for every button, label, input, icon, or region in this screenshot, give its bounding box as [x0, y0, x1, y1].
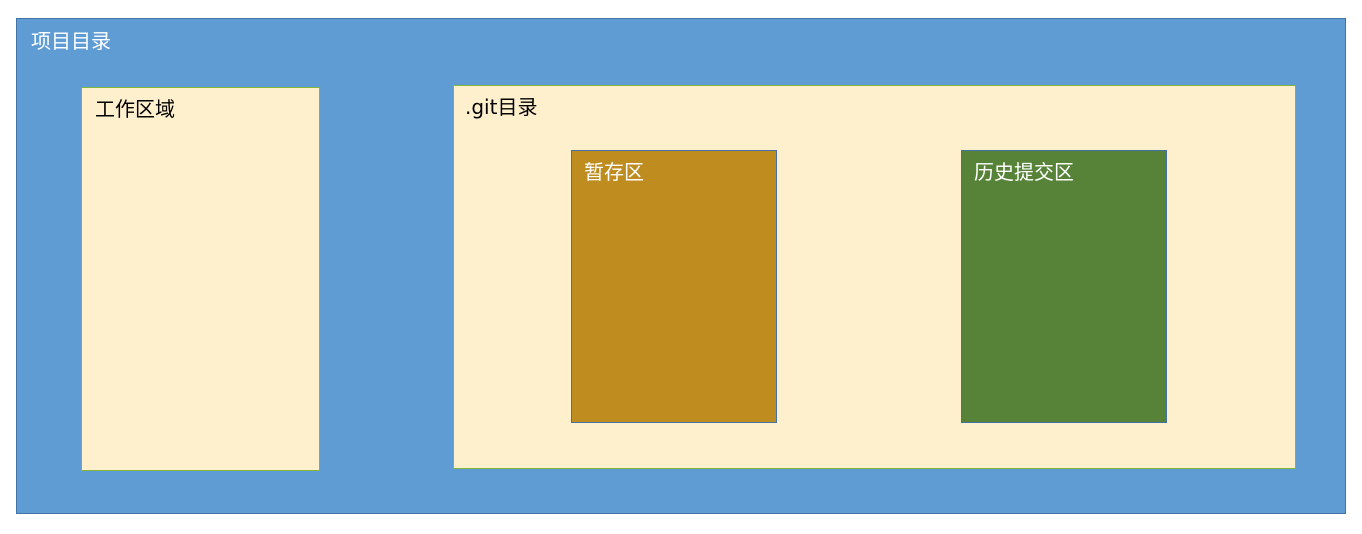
project-directory-box: 项目目录 工作区域 .git目录 暂存区 历史提交区 — [16, 18, 1346, 514]
commit-history-label: 历史提交区 — [974, 160, 1074, 184]
staging-area-box: 暂存区 — [571, 150, 777, 423]
staging-area-label: 暂存区 — [584, 160, 644, 184]
commit-history-box: 历史提交区 — [961, 150, 1167, 423]
git-directory-box: .git目录 暂存区 历史提交区 — [453, 85, 1296, 469]
working-area-label: 工作区域 — [95, 97, 175, 121]
git-directory-label: .git目录 — [465, 95, 538, 119]
working-area-box: 工作区域 — [81, 87, 320, 471]
project-directory-label: 项目目录 — [31, 29, 111, 53]
